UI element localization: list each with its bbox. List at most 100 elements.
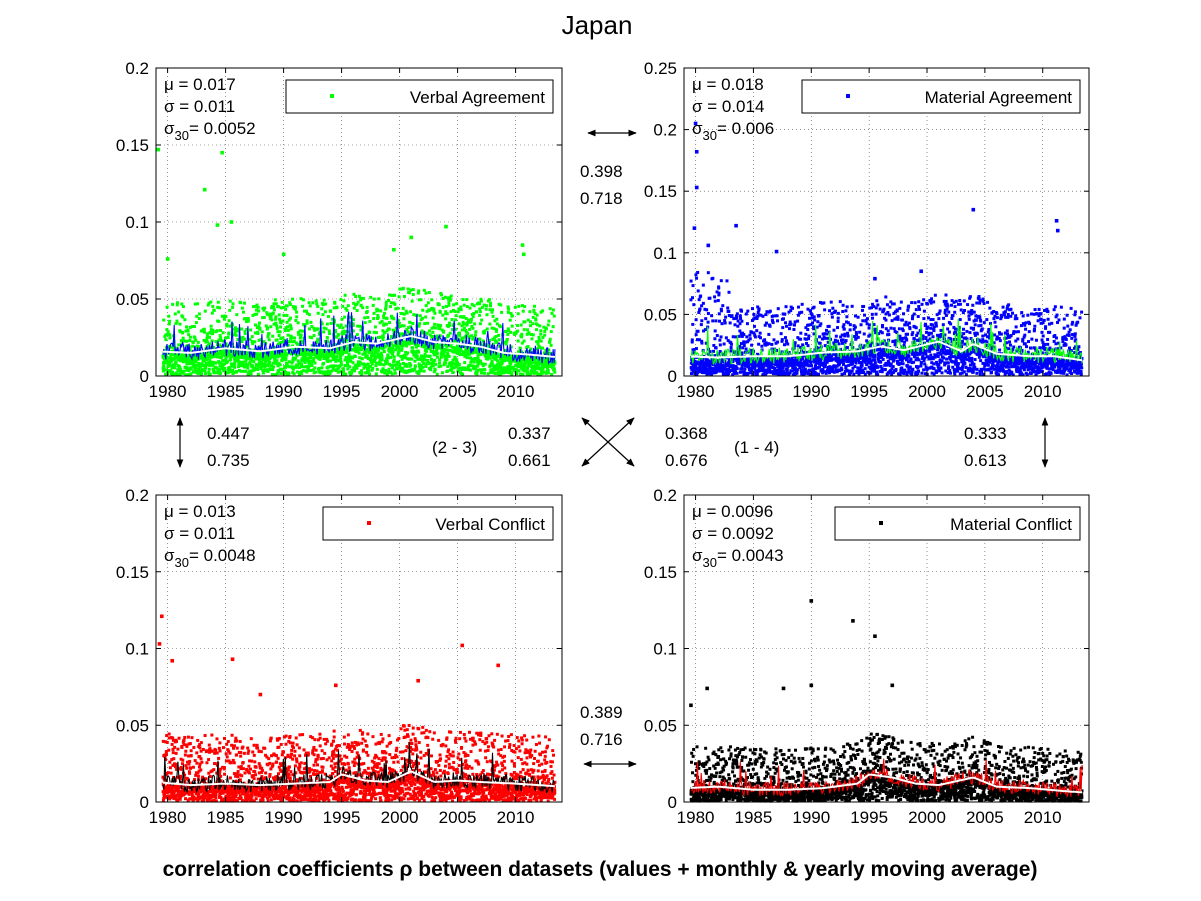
data-point — [173, 357, 177, 361]
data-point — [720, 359, 724, 363]
data-point — [760, 344, 764, 348]
data-point — [390, 335, 394, 339]
data-point — [773, 314, 777, 318]
data-point — [310, 360, 314, 364]
data-point — [293, 307, 297, 311]
data-point — [792, 360, 796, 364]
data-point — [728, 368, 732, 372]
data-point — [397, 360, 401, 364]
data-point — [846, 358, 850, 362]
data-point — [411, 369, 415, 373]
panels-group: 1980 1985 1990 1995 2000 2005 201000.050.10.15… — [116, 59, 1090, 827]
data-point — [762, 372, 766, 376]
data-point — [486, 372, 490, 376]
data-point — [792, 363, 796, 367]
data-point — [248, 370, 252, 374]
data-point — [325, 336, 329, 340]
data-point — [296, 359, 300, 363]
data-point — [292, 346, 296, 350]
data-point — [427, 361, 431, 365]
data-point — [745, 335, 749, 339]
data-point — [818, 300, 822, 304]
data-point — [392, 344, 396, 348]
data-point — [782, 343, 786, 347]
data-point — [758, 356, 762, 360]
data-point — [691, 322, 695, 326]
data-point — [734, 314, 738, 318]
data-point — [760, 363, 764, 367]
data-point — [309, 368, 313, 372]
data-point — [478, 337, 482, 341]
data-point — [443, 358, 447, 362]
data-point — [710, 314, 714, 318]
data-point — [804, 332, 808, 336]
data-point — [336, 323, 340, 327]
data-point — [380, 370, 384, 374]
data-point — [184, 329, 188, 333]
data-point — [207, 335, 211, 339]
data-point — [372, 317, 376, 321]
data-point — [479, 297, 483, 301]
data-point — [382, 314, 386, 318]
data-point — [529, 332, 533, 336]
data-point — [879, 360, 883, 364]
data-point — [513, 357, 517, 361]
data-point — [273, 361, 277, 365]
data-point — [690, 338, 694, 342]
data-point — [274, 302, 278, 306]
data-point — [239, 369, 243, 373]
data-point — [489, 304, 493, 308]
data-point — [459, 305, 463, 309]
data-point — [191, 370, 195, 374]
data-point — [231, 305, 235, 309]
data-point — [462, 303, 466, 307]
data-point — [692, 361, 696, 365]
data-point — [273, 357, 277, 361]
data-point — [887, 313, 891, 317]
data-point — [460, 366, 464, 370]
data-point — [321, 303, 325, 307]
data-point — [455, 302, 459, 306]
data-point — [368, 319, 372, 323]
data-point — [247, 372, 251, 376]
data-point — [805, 341, 809, 345]
data-point — [763, 360, 767, 364]
data-point — [827, 330, 831, 334]
data-point — [235, 313, 239, 317]
data-point — [353, 354, 357, 358]
data-point — [457, 307, 461, 311]
data-point — [209, 324, 213, 328]
data-point — [804, 337, 808, 341]
data-point — [185, 366, 189, 370]
data-point — [808, 309, 812, 313]
data-point — [433, 311, 437, 315]
data-point — [220, 150, 224, 155]
data-point — [802, 350, 806, 354]
data-point — [208, 372, 212, 376]
data-point — [698, 364, 702, 368]
data-point — [840, 372, 844, 376]
data-point — [785, 370, 789, 374]
data-point — [316, 311, 320, 315]
data-point — [526, 364, 530, 368]
data-point — [517, 369, 521, 373]
data-point — [309, 320, 313, 324]
data-point — [353, 343, 357, 347]
data-point — [716, 359, 720, 363]
data-point — [478, 313, 482, 317]
data-point — [384, 306, 388, 310]
data-point — [331, 358, 335, 362]
data-point — [527, 360, 531, 364]
data-point — [224, 315, 228, 319]
data-point — [812, 327, 816, 331]
data-point — [825, 356, 829, 360]
data-point — [413, 364, 417, 368]
data-point — [192, 324, 196, 328]
data-point — [882, 351, 886, 355]
data-point — [447, 354, 451, 358]
data-point — [526, 318, 530, 322]
data-point — [475, 372, 479, 376]
data-point — [803, 367, 807, 371]
data-point — [801, 343, 805, 347]
data-point — [795, 363, 799, 367]
